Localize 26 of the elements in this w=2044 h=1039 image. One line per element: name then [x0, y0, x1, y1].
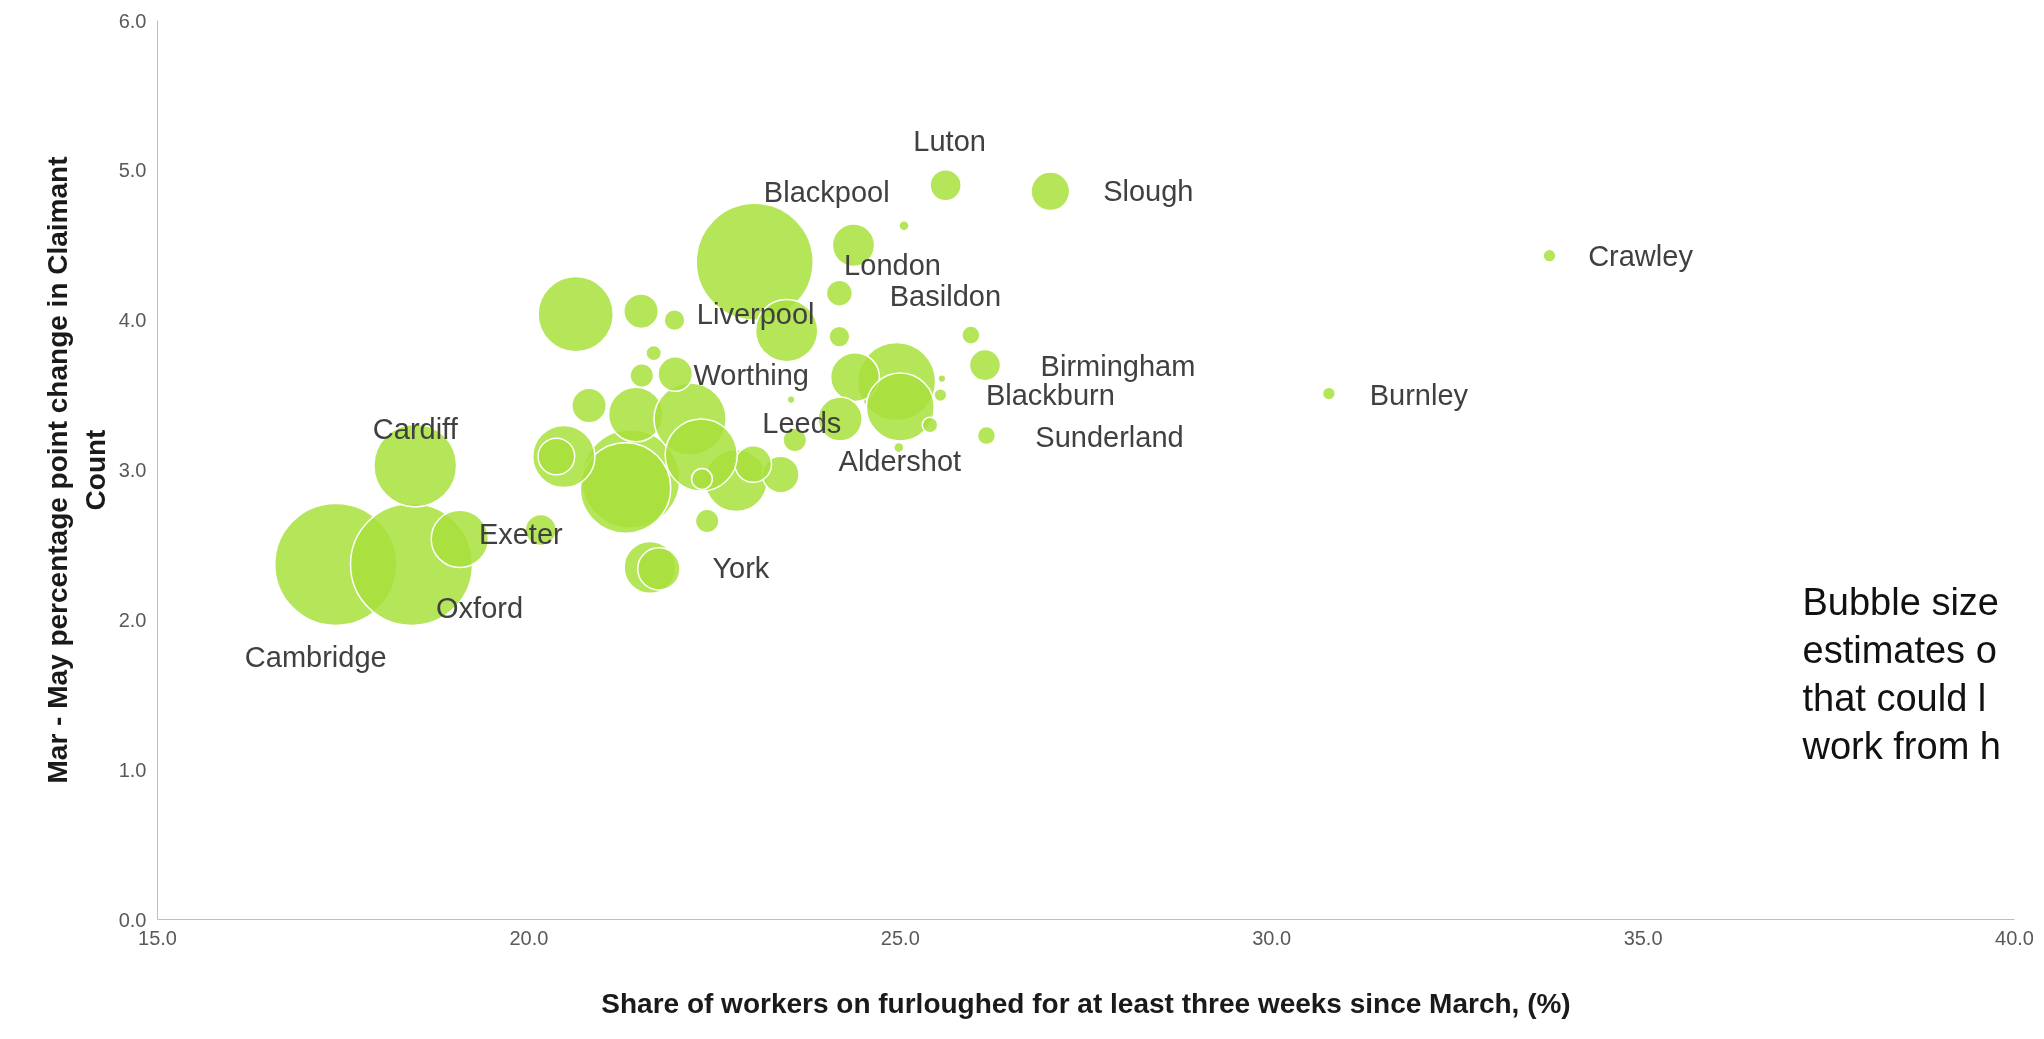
annotation: Blackpool — [763, 175, 890, 208]
y-tick-label: 1.0 — [118, 758, 147, 781]
y-tick-label: 2.0 — [118, 608, 147, 631]
annotation: Luton — [913, 125, 986, 158]
annotation: Crawley — [1588, 239, 1694, 272]
annotation: Basildon — [889, 280, 1002, 313]
y-tick-label: 3.0 — [118, 459, 147, 481]
annotation: Sunderland — [1035, 420, 1184, 453]
x-tick-label: 40.0 — [1995, 926, 2034, 949]
annotation: Slough — [1103, 175, 1194, 208]
x-tick-label: 20.0 — [509, 926, 549, 949]
annotation: Bubble size estimates o that could l work from h — [1801, 580, 2001, 768]
x-tick-label: 35.0 — [1623, 926, 1663, 949]
annotation: London — [844, 249, 941, 282]
x-tick-label: 25.0 — [880, 926, 920, 949]
x-axis-title: Share of workers on furloughed for at least three weeks since March, (%) — [601, 987, 1571, 1019]
y-tick-label: 4.0 — [118, 309, 147, 332]
annotation: Worthing — [693, 359, 809, 392]
x-tick-label: 30.0 — [1252, 926, 1292, 949]
annotation: Burnley — [1369, 378, 1469, 411]
annotation: Aldershot — [838, 444, 962, 477]
annotation: York — [712, 551, 770, 584]
y-axis-title: Mar - May percentage point change in Claimant Count — [42, 156, 111, 784]
annotation: Cambridge — [244, 641, 387, 674]
y-tick-label: 5.0 — [118, 159, 147, 182]
y-tick-label: 6.0 — [118, 9, 147, 32]
